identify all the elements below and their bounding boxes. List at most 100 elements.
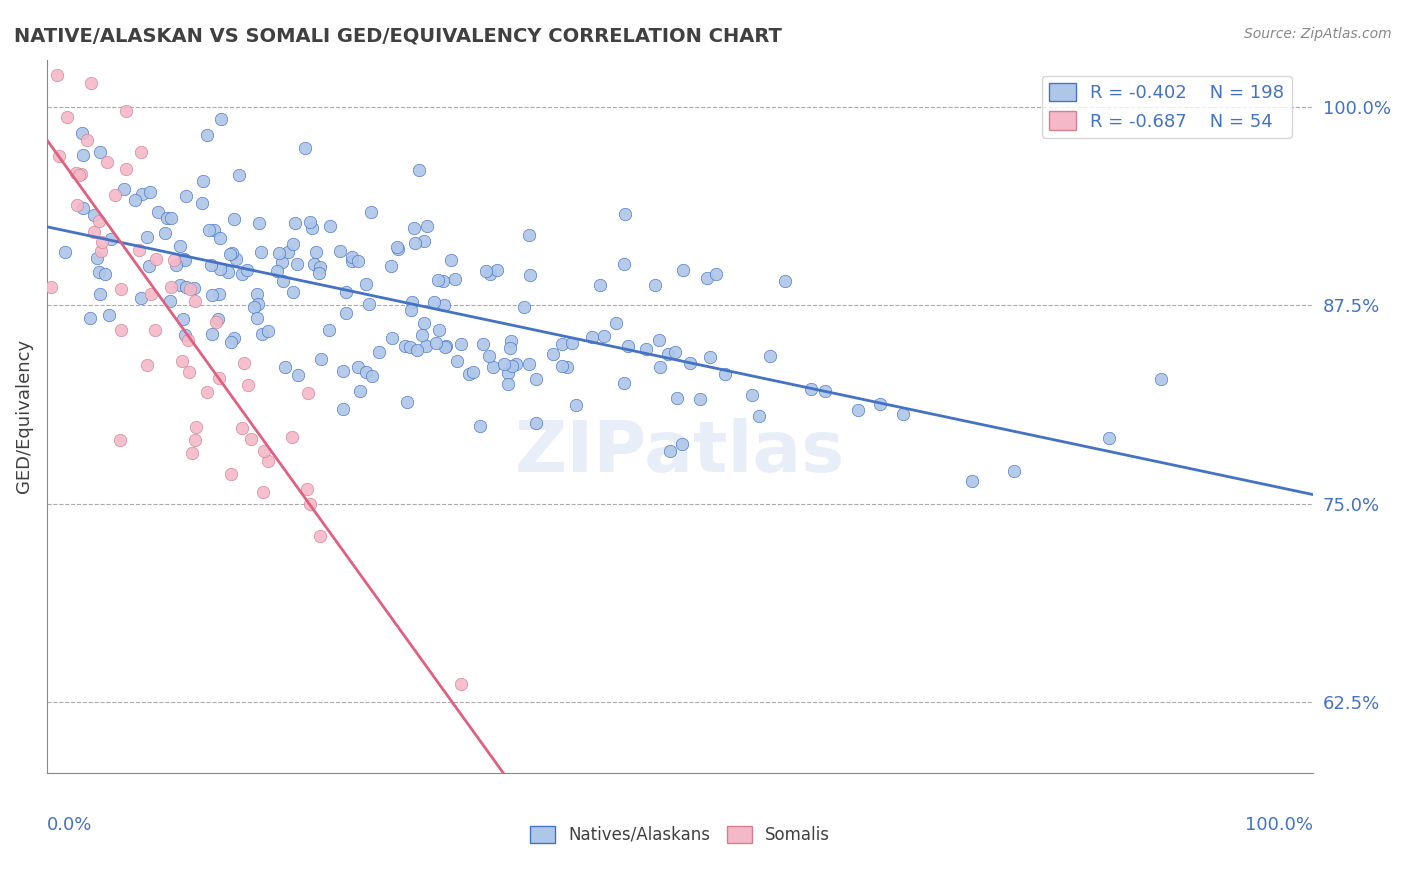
Text: Source: ZipAtlas.com: Source: ZipAtlas.com: [1244, 27, 1392, 41]
Point: [217, 265, 239, 279]
Point: [1002, 464, 1025, 478]
Point: [287, 368, 309, 382]
Point: [399, 303, 422, 318]
Point: [198, 223, 221, 237]
Point: [219, 467, 242, 482]
Point: [202, 222, 225, 236]
Point: [96, 155, 118, 169]
Point: [297, 386, 319, 401]
Point: [87, 214, 110, 228]
Point: [104, 187, 127, 202]
Point: [277, 244, 299, 259]
Point: [160, 211, 183, 225]
Point: [644, 277, 666, 292]
Point: [97, 308, 120, 322]
Point: [169, 277, 191, 292]
Point: [395, 395, 418, 409]
Point: [592, 328, 614, 343]
Point: [148, 205, 170, 219]
Point: [658, 443, 681, 458]
Point: [335, 285, 357, 300]
Text: 100.0%: 100.0%: [1246, 816, 1313, 834]
Point: [222, 331, 245, 345]
Point: [412, 316, 434, 330]
Point: [231, 267, 253, 281]
Point: [581, 330, 603, 344]
Point: [205, 314, 228, 328]
Point: [184, 293, 207, 308]
Point: [271, 255, 294, 269]
Point: [179, 282, 201, 296]
Point: [89, 265, 111, 279]
Point: [891, 407, 914, 421]
Point: [112, 182, 135, 196]
Point: [492, 358, 515, 372]
Point: [79, 76, 101, 90]
Point: [426, 273, 449, 287]
Point: [672, 263, 695, 277]
Point: [271, 274, 294, 288]
Point: [208, 262, 231, 277]
Point: [163, 253, 186, 268]
Point: [432, 274, 454, 288]
Point: [209, 112, 232, 127]
Point: [411, 328, 433, 343]
Point: [387, 239, 409, 253]
Point: [517, 357, 540, 371]
Point: [704, 268, 727, 282]
Point: [153, 227, 176, 241]
Point: [131, 186, 153, 201]
Point: [173, 252, 195, 267]
Point: [139, 185, 162, 199]
Point: [415, 339, 437, 353]
Point: [748, 409, 770, 423]
Point: [309, 260, 332, 274]
Point: [498, 341, 520, 355]
Point: [208, 231, 231, 245]
Point: [482, 359, 505, 374]
Point: [170, 353, 193, 368]
Point: [89, 286, 111, 301]
Point: [671, 437, 693, 451]
Point: [281, 285, 304, 299]
Point: [239, 433, 262, 447]
Point: [184, 433, 207, 447]
Point: [713, 368, 735, 382]
Point: [236, 262, 259, 277]
Point: [501, 359, 523, 374]
Text: NATIVE/ALASKAN VS SOMALI GED/EQUIVALENCY CORRELATION CHART: NATIVE/ALASKAN VS SOMALI GED/EQUIVALENCY…: [14, 27, 782, 45]
Point: [354, 365, 377, 379]
Point: [110, 433, 132, 447]
Point: [679, 356, 702, 370]
Point: [432, 298, 454, 312]
Point: [446, 353, 468, 368]
Point: [177, 333, 200, 347]
Point: [246, 297, 269, 311]
Point: [165, 258, 187, 272]
Point: [201, 327, 224, 342]
Point: [309, 529, 332, 543]
Point: [243, 300, 266, 314]
Point: [318, 323, 340, 337]
Point: [136, 230, 159, 244]
Point: [79, 311, 101, 326]
Point: [398, 340, 420, 354]
Point: [180, 446, 202, 460]
Point: [342, 250, 364, 264]
Point: [477, 350, 499, 364]
Point: [128, 243, 150, 257]
Point: [177, 365, 200, 379]
Point: [475, 263, 498, 277]
Point: [249, 244, 271, 259]
Point: [110, 281, 132, 295]
Point: [332, 401, 354, 416]
Point: [173, 252, 195, 266]
Point: [401, 295, 423, 310]
Point: [66, 198, 89, 212]
Point: [100, 232, 122, 246]
Point: [347, 360, 370, 375]
Point: [219, 247, 242, 261]
Point: [404, 236, 426, 251]
Point: [89, 145, 111, 160]
Point: [356, 277, 378, 291]
